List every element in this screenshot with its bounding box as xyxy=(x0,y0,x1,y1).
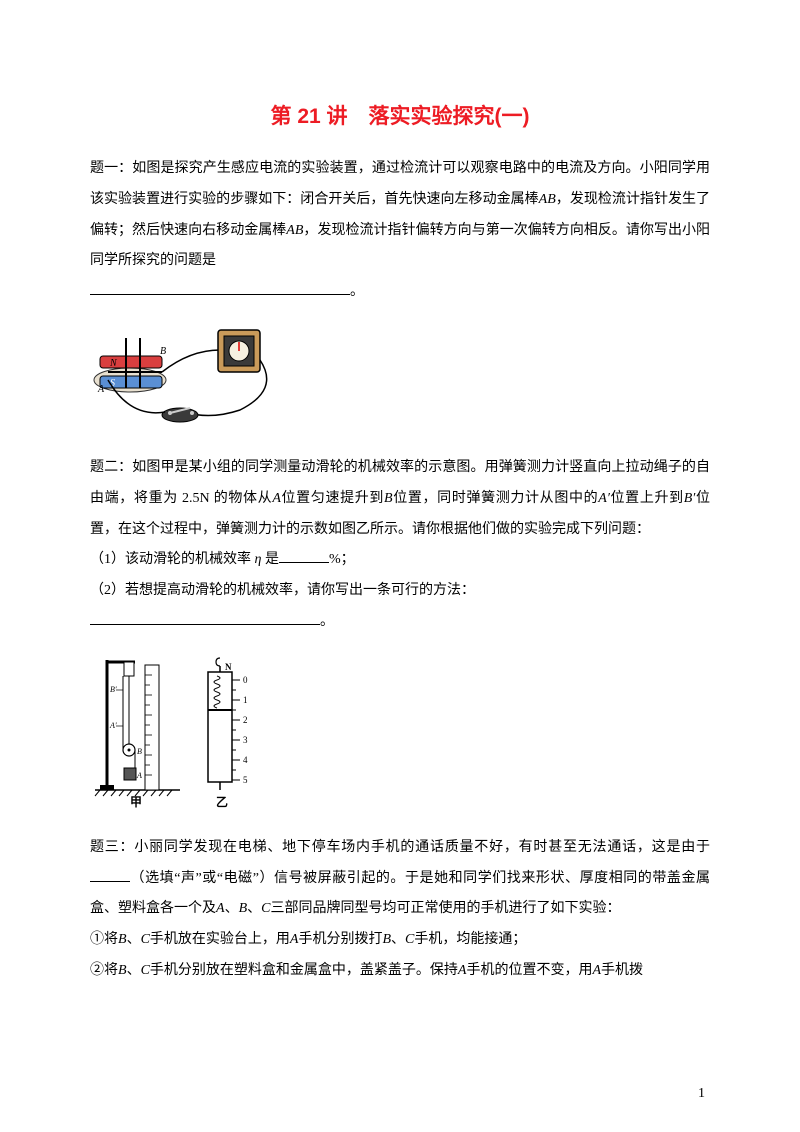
blank-underline xyxy=(279,549,329,563)
q3-s1-C: C xyxy=(141,932,150,947)
q3-text-e: 三部同品牌同型号均可正常使用的手机进行了如下实验： xyxy=(270,901,620,916)
scale-3: 3 xyxy=(243,735,248,745)
page-number: 1 xyxy=(698,1086,705,1102)
q2-sub2-text: （2）若想提高动滑轮的机械效率，请你写出一条可行的方法： xyxy=(90,583,475,598)
scale-2: 2 xyxy=(243,715,248,725)
caption-left: 甲 xyxy=(130,795,142,809)
q3-s2-c: 、 xyxy=(127,963,141,978)
induction-apparatus-diagram: N S A B xyxy=(90,320,310,430)
q2-text-b: 位置匀速提升到 xyxy=(281,491,384,506)
q2-B: B xyxy=(384,491,393,506)
q2-A: A xyxy=(272,491,281,506)
q2-sub1: （1）该动滑轮的机械效率 η 是 %； xyxy=(90,545,710,576)
figure-1: N S A B xyxy=(90,320,710,435)
q3-s1-e: 手机放在实验台上，用 xyxy=(150,932,290,947)
blank-underline xyxy=(90,611,320,625)
q3-step2: ②将B、C手机分别放在塑料盒和金属盒中，盖紧盖子。保持A手机的位置不变，用A手机… xyxy=(90,956,710,987)
q2-sub1-a: （1）该动滑轮的机械效率 xyxy=(90,552,251,567)
q2-Bp: B′ xyxy=(684,491,696,506)
q2-eta: η xyxy=(255,552,262,567)
q3-step1: ①将B、C手机放在实验台上，用A手机分别拨打B、C手机，均能接通； xyxy=(90,925,710,956)
q3-s1-B: B xyxy=(118,932,127,947)
q3-s2-g: 手机的位置不变，用 xyxy=(466,963,592,978)
q3-s2-A2: A xyxy=(592,963,601,978)
label-N: N xyxy=(109,358,118,369)
q2-sub2: （2）若想提高动滑轮的机械效率，请你写出一条可行的方法： xyxy=(90,576,710,607)
scale-0: 0 xyxy=(243,675,248,685)
svg-text:B′: B′ xyxy=(110,685,117,694)
q3-text-d: 、 xyxy=(247,901,261,916)
q2-text-c: 位置，同时弹簧测力计从图中的 xyxy=(393,491,599,506)
q1-blank-line: 。 xyxy=(90,277,710,308)
q2-sub1-c: %； xyxy=(329,552,355,567)
blank-underline xyxy=(90,868,130,882)
label-A: A xyxy=(97,384,105,395)
label-B: B xyxy=(160,346,166,357)
pulley-spring-diagram: B′ A′ B A 甲 N xyxy=(90,650,270,810)
q1-ab1: AB xyxy=(539,192,556,207)
q2-end: 。 xyxy=(320,614,334,629)
q1-end: 。 xyxy=(350,284,364,299)
q3-s1-c: 、 xyxy=(127,932,141,947)
q3-text-c: 、 xyxy=(225,901,239,916)
unit-N: N xyxy=(225,662,232,672)
q3-A: A xyxy=(216,901,225,916)
scale-4: 4 xyxy=(243,755,248,765)
q3-s1-a: ①将 xyxy=(90,932,118,947)
q2-Ap: A′ xyxy=(598,491,610,506)
q3-s2-i: 手机拨 xyxy=(601,963,643,978)
q1-prefix: 题一： xyxy=(90,161,132,176)
q3-s1-k: 手机，均能接通； xyxy=(414,932,526,947)
q3-s2-C: C xyxy=(141,963,150,978)
q3-B: B xyxy=(239,901,248,916)
q2-blank-line: 。 xyxy=(90,607,710,638)
page-title: 第 21 讲 落实实验探究(一) xyxy=(90,100,710,130)
figure-2: B′ A′ B A 甲 N xyxy=(90,650,710,815)
svg-text:A: A xyxy=(136,771,142,780)
svg-text:B: B xyxy=(137,747,142,756)
scale-5: 5 xyxy=(243,775,248,785)
q3-s2-e: 手机分别放在塑料盒和金属盒中，盖紧盖子。保持 xyxy=(150,963,458,978)
q2-sub1-b: 是 xyxy=(265,552,279,567)
q2-text-d: 位置上升到 xyxy=(610,491,684,506)
q3-s1-i: 、 xyxy=(391,932,405,947)
question-2: 题二：如图甲是某小组的同学测量动滑轮的机械效率的示意图。用弹簧测力计竖直向上拉动… xyxy=(90,453,710,545)
svg-text:A′: A′ xyxy=(109,721,117,730)
blank-underline xyxy=(90,281,350,295)
q3-s1-g: 手机分别拨打 xyxy=(298,932,382,947)
question-1: 题一：如图是探究产生感应电流的实验装置，通过检流计可以观察电路中的电流及方向。小… xyxy=(90,154,710,277)
q1-ab2: AB xyxy=(286,223,303,238)
caption-right: 乙 xyxy=(216,795,228,809)
q3-s1-B2: B xyxy=(382,932,391,947)
question-3: 题三：小丽同学发现在电梯、地下停车场内手机的通话质量不好，有时甚至无法通话，这是… xyxy=(90,833,710,925)
q3-s2-B: B xyxy=(118,963,127,978)
q3-s1-C2: C xyxy=(405,932,414,947)
q3-text-a: 小丽同学发现在电梯、地下停车场内手机的通话质量不好，有时甚至无法通话，这是由于 xyxy=(134,840,710,855)
q2-prefix: 题二： xyxy=(90,460,132,475)
q3-prefix: 题三： xyxy=(90,840,134,855)
q3-s2-a: ②将 xyxy=(90,963,118,978)
scale-1: 1 xyxy=(243,695,248,705)
